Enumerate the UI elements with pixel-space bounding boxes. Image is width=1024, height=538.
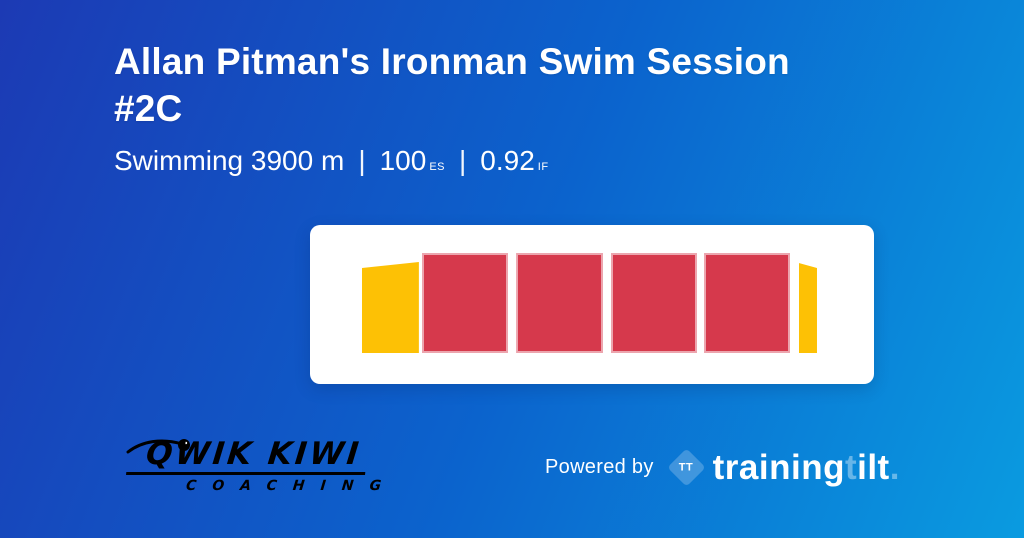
coach-logo: QWIK KIWI COACHING xyxy=(126,436,398,494)
trainingtilt-icon-letters: TT xyxy=(678,460,694,473)
session-summary: Swimming 3900 m | 100 ES | 0.92 IF xyxy=(114,145,974,177)
workout-chart xyxy=(362,253,817,353)
header: Allan Pitman's Ironman Swim Session #2C … xyxy=(114,38,974,177)
kiwi-bird-icon xyxy=(126,439,190,454)
separator: | xyxy=(459,144,467,176)
trainingtilt-wordmark: trainingtilt. xyxy=(713,450,900,485)
wordmark-part-ilt: ilt xyxy=(857,447,890,487)
segment-1-warmup xyxy=(362,262,419,353)
coach-logo-tagline: COACHING xyxy=(185,478,398,494)
separator: | xyxy=(358,144,366,176)
page-title: Allan Pitman's Ironman Swim Session #2C xyxy=(114,38,974,133)
intensity-factor-metric: 0.92 IF xyxy=(480,145,548,177)
effort-score-metric: 100 ES xyxy=(380,145,445,177)
effort-score-unit: ES xyxy=(429,160,445,173)
title-line-1: Allan Pitman's Ironman Swim Session xyxy=(114,41,790,82)
trainingtilt-diamond-icon: TT xyxy=(667,447,706,487)
title-line-2: #2C xyxy=(114,88,183,130)
powered-by-bar: Powered by TT trainingtilt. xyxy=(545,447,900,487)
intensity-factor-unit: IF xyxy=(537,160,549,173)
segment-5-main xyxy=(704,253,791,353)
segment-4-main xyxy=(610,253,697,353)
wordmark-part-period: . xyxy=(889,447,900,487)
coach-logo-name: QWIK KIWI xyxy=(126,436,370,475)
workout-card xyxy=(310,225,874,384)
wordmark-part-t-faded: t xyxy=(844,447,858,487)
segment-2-main xyxy=(422,253,509,353)
powered-by-label: Powered by xyxy=(545,455,654,478)
intensity-factor-value: 0.92 xyxy=(480,144,535,176)
segment-3-main xyxy=(516,253,604,353)
wordmark-part-training: training xyxy=(712,447,845,487)
effort-score-value: 100 xyxy=(379,144,427,176)
sport-distance: Swimming 3900 m xyxy=(114,144,345,176)
segment-6-cooldown xyxy=(798,263,817,353)
